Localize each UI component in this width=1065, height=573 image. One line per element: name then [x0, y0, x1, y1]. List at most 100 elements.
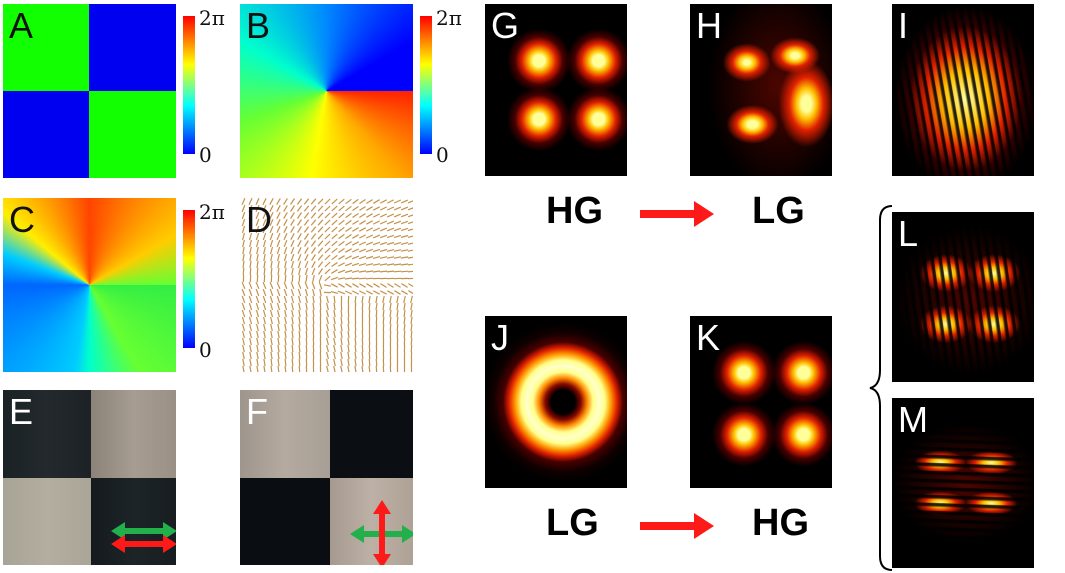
director-segment [284, 344, 287, 353]
director-segment [276, 288, 281, 297]
director-segment [249, 358, 252, 367]
director-segment [386, 249, 395, 252]
director-segment [269, 239, 274, 248]
polarizer-arrows-e [111, 522, 176, 553]
director-segment [368, 351, 371, 360]
director-segment [298, 302, 301, 311]
mode-label-lg-top: LG [752, 190, 805, 232]
panel-label-i: I [898, 5, 909, 46]
director-segment [403, 330, 406, 339]
director-segment [298, 337, 301, 346]
director-segment [262, 239, 267, 248]
director-segment [372, 248, 381, 253]
director-segment [352, 241, 359, 246]
director-segment [283, 226, 288, 233]
director-segment [270, 253, 273, 262]
director-segment [324, 212, 331, 219]
director-segment [256, 358, 259, 367]
director-segment [324, 226, 331, 233]
director-segment [248, 281, 253, 290]
director-segment [256, 253, 259, 262]
director-segment [317, 233, 324, 240]
director-segment [379, 270, 388, 273]
director-segment [263, 351, 266, 360]
director-segment [262, 302, 267, 311]
director-segment [330, 291, 339, 294]
director-segment [262, 288, 267, 297]
director-segment [340, 365, 343, 372]
director-segment [380, 206, 387, 211]
director-segment [262, 198, 267, 205]
director-segment [344, 277, 353, 280]
director-segment [269, 302, 274, 311]
director-segment [361, 344, 364, 353]
director-segment [387, 283, 394, 288]
director-segment [270, 260, 273, 269]
director-segment [310, 212, 317, 219]
director-segment [241, 204, 246, 213]
colorbar-a-min: 0 [199, 143, 212, 167]
director-segment [333, 309, 336, 318]
director-segment [248, 211, 253, 220]
director-segment [241, 225, 246, 234]
director-segment [262, 225, 267, 234]
director-segment [354, 344, 357, 353]
director-segment [276, 281, 281, 290]
director-segment [304, 254, 309, 261]
director-segment [352, 213, 359, 218]
director-segment [290, 212, 295, 219]
director-segment [319, 288, 322, 297]
director-segment [401, 290, 408, 295]
director-segment [256, 337, 259, 346]
director-segment [317, 219, 324, 226]
director-segment [368, 295, 371, 304]
director-segment [242, 330, 245, 339]
director-segment [396, 302, 399, 311]
director-segment [276, 225, 281, 234]
director-segment [326, 309, 329, 318]
director-segment [361, 337, 364, 346]
director-segment [249, 351, 252, 360]
director-segment [331, 247, 338, 254]
director-segment [298, 295, 301, 304]
director-segment [393, 263, 402, 266]
director-segment [312, 309, 315, 318]
director-segment [386, 241, 395, 246]
director-segment [359, 213, 366, 218]
director-segment [256, 330, 259, 339]
micrograph-panel-f: F [240, 390, 413, 565]
director-segment [330, 276, 339, 281]
director-segment [379, 241, 388, 246]
director-segment [351, 270, 360, 273]
director-segment [403, 323, 406, 332]
director-segment [324, 233, 331, 240]
director-segment [318, 281, 323, 290]
director-segment [276, 239, 281, 248]
director-segment [290, 198, 295, 205]
director-segment [290, 260, 295, 269]
director-segment [338, 240, 345, 247]
director-segment [290, 288, 295, 297]
director-segment [326, 351, 329, 360]
director-segment [303, 198, 310, 205]
director-segment [333, 316, 336, 325]
director-segment [394, 290, 401, 295]
director-segment [255, 302, 260, 311]
director-segment [310, 219, 317, 226]
director-segment [326, 337, 329, 346]
director-segment [382, 316, 385, 325]
director-segment [358, 248, 367, 253]
director-segment [283, 205, 288, 212]
director-segment [359, 234, 366, 239]
director-segment [403, 316, 406, 325]
director-segment [386, 256, 395, 259]
director-segment [263, 253, 266, 262]
director-segment [366, 213, 373, 218]
director-segment [297, 253, 302, 262]
director-segment [318, 268, 323, 275]
director-segment [407, 263, 413, 266]
director-segment [249, 260, 252, 269]
director-segment [393, 213, 402, 218]
director-segment [373, 199, 380, 204]
director-segment [305, 302, 308, 311]
